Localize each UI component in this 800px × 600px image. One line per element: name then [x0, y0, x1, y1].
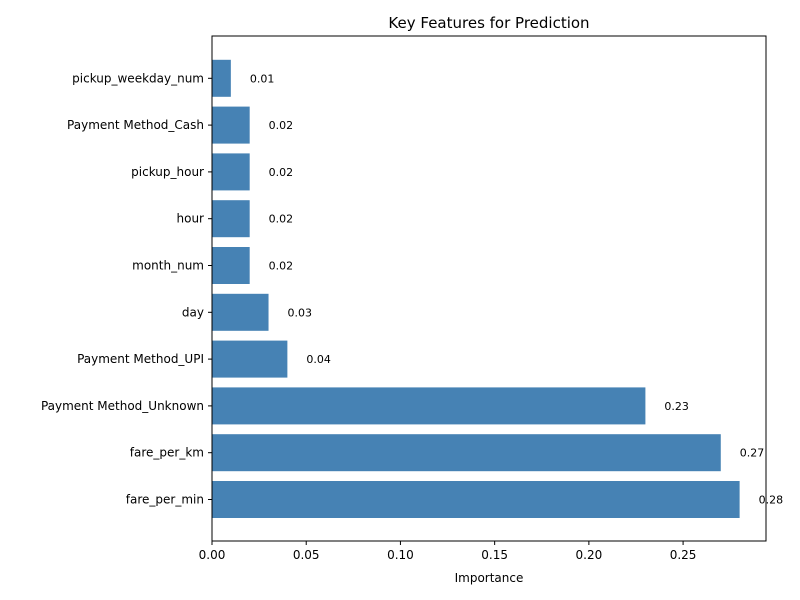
- bar-payment-method-cash: [212, 106, 250, 144]
- y-tick-label: fare_per_km: [130, 446, 204, 460]
- y-tick-label: day: [182, 305, 204, 319]
- x-axis-label: Importance: [455, 571, 524, 585]
- data-label: 0.03: [288, 306, 313, 319]
- x-tick-label: 0.00: [199, 548, 226, 562]
- y-tick-label: fare_per_min: [126, 493, 204, 507]
- y-tick-label: month_num: [132, 259, 204, 273]
- bars-layer: [212, 59, 740, 518]
- data-labels-layer: 0.28 0.27 0.23 0.04 0.03 0.02 0.02 0.02 0.02 0.01: [250, 72, 783, 506]
- y-ticks-layer: fare_per_min fare_per_km Payment Method_Un…: [41, 71, 212, 507]
- data-label: 0.27: [740, 447, 765, 460]
- x-ticks-layer: 0.00 0.05 0.10 0.15 0.20 0.25: [199, 541, 697, 562]
- bar-payment-method-unknown: [212, 387, 646, 425]
- data-label: 0.02: [269, 213, 294, 226]
- bar-fare-per-min: [212, 481, 740, 518]
- bar-payment-method-upi: [212, 340, 288, 378]
- y-tick-label: hour: [177, 212, 205, 226]
- data-label: 0.02: [269, 260, 294, 273]
- x-tick-label: 0.05: [293, 548, 320, 562]
- bar-month-num: [212, 247, 250, 284]
- data-label: 0.23: [664, 400, 689, 413]
- y-tick-label: Payment Method_Cash: [67, 118, 204, 132]
- chart-title: Key Features for Prediction: [388, 14, 589, 32]
- plot-frame: [211, 35, 767, 542]
- bar-fare-per-km: [212, 434, 721, 472]
- bar-hour: [212, 200, 250, 238]
- bar-pickup-hour: [212, 153, 250, 191]
- x-tick-label: 0.15: [481, 548, 508, 562]
- data-label: 0.01: [250, 72, 275, 85]
- data-label: 0.28: [759, 494, 784, 507]
- y-tick-label: Payment Method_UPI: [77, 352, 204, 366]
- bar-pickup-weekday-num: [212, 59, 231, 97]
- y-tick-label: pickup_hour: [131, 165, 204, 179]
- data-label: 0.04: [306, 353, 331, 366]
- y-tick-label: Payment Method_Unknown: [41, 399, 204, 413]
- x-tick-label: 0.10: [387, 548, 414, 562]
- data-label: 0.02: [269, 166, 294, 179]
- data-label: 0.02: [269, 119, 294, 132]
- bar-day: [212, 293, 269, 331]
- x-tick-label: 0.25: [670, 548, 697, 562]
- x-tick-label: 0.20: [576, 548, 603, 562]
- y-tick-label: pickup_weekday_num: [72, 71, 204, 85]
